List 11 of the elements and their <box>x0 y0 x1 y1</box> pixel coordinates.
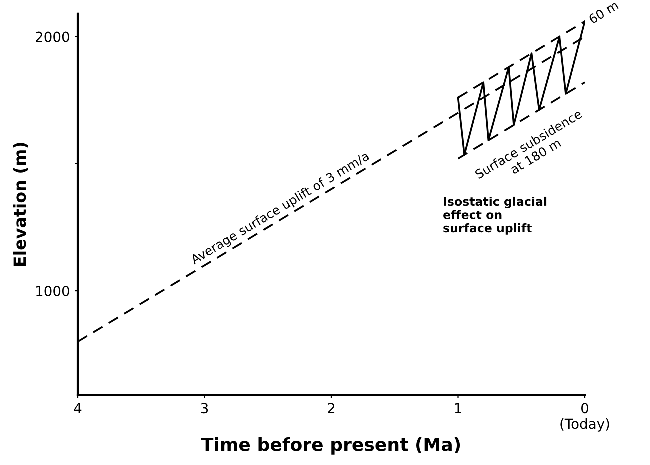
y-axis-title: Elevation (m) <box>13 143 28 266</box>
x-tick-label: 2 <box>328 403 335 414</box>
x-tick-label: 3 <box>201 403 208 414</box>
annotation: 60 m <box>588 0 619 24</box>
annotation: Isostatic glacial effect on surface uplift <box>444 196 547 235</box>
y-tick-label: 2000 <box>36 32 70 42</box>
x-tick-label: 0 (Today) <box>560 403 610 432</box>
y-tick-label: 1000 <box>36 286 70 296</box>
x-axis-title: Time before present (Ma) <box>201 437 460 455</box>
x-tick-label: 4 <box>74 403 82 414</box>
x-tick-label: 1 <box>455 403 462 414</box>
